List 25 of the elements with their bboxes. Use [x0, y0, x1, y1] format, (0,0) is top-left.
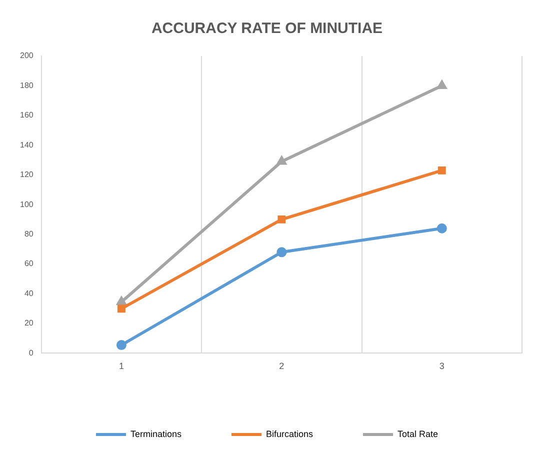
chart-title: ACCURACY RATE OF MINUTIAE	[151, 20, 383, 38]
y-tick-label: 60	[24, 259, 34, 268]
x-tick-label: 1	[118, 361, 124, 372]
legend-label: Terminations	[130, 428, 182, 439]
point	[276, 247, 287, 258]
y-tick-label: 180	[20, 80, 34, 90]
y-tick-label: 20	[24, 318, 34, 328]
point	[117, 304, 126, 313]
y-tick-label: 80	[24, 230, 34, 239]
y-tick-label: 40	[24, 288, 34, 298]
y-tick-label: 0	[28, 348, 34, 358]
point	[278, 215, 286, 224]
y-tick-label: 160	[20, 110, 34, 120]
x-tick-label: 2	[279, 361, 284, 372]
x-tick-label: 3	[439, 361, 444, 372]
point	[436, 223, 447, 234]
y-tick-label: 200	[20, 51, 34, 60]
y-tick-label: 100	[20, 200, 34, 209]
y-tick-label: 140	[20, 140, 34, 150]
point	[116, 340, 126, 350]
y-tick-label: 120	[20, 170, 34, 180]
legend-label: Total Rate	[398, 428, 438, 439]
point	[438, 166, 446, 174]
point	[116, 296, 126, 306]
legend-label: Bifurcations	[266, 428, 314, 439]
